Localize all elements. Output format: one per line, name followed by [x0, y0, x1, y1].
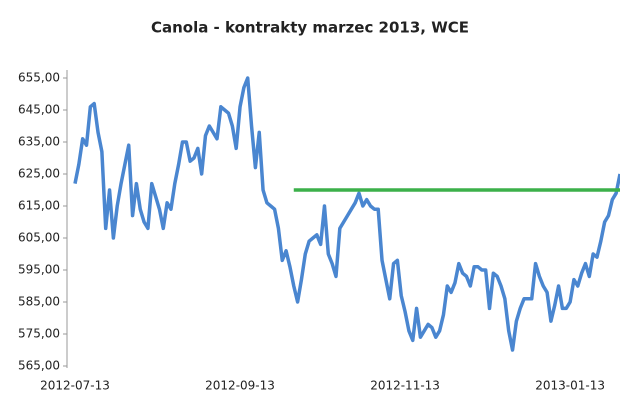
y-tick-label: 625,00: [18, 167, 60, 181]
y-tick-label: 575,00: [18, 327, 60, 341]
series-line: [73, 76, 620, 352]
y-tick-label: 655,00: [18, 71, 60, 85]
y-tick-label: 615,00: [18, 199, 60, 213]
y-tick-label: 585,00: [18, 295, 60, 309]
y-tick-label: 605,00: [18, 231, 60, 245]
y-tick-label: 565,00: [18, 359, 60, 373]
x-tick-label: 2012-09-13: [205, 379, 275, 393]
x-tick-label: 2012-07-13: [40, 379, 110, 393]
y-tick-label: 595,00: [18, 263, 60, 277]
x-tick-label: 2012-11-13: [370, 379, 440, 393]
x-tick-label: 2013-01-13: [535, 379, 605, 393]
chart-title: Canola - kontrakty marzec 2013, WCE: [151, 19, 469, 37]
y-tick-label: 645,00: [18, 103, 60, 117]
y-tick-label: 635,00: [18, 135, 60, 149]
